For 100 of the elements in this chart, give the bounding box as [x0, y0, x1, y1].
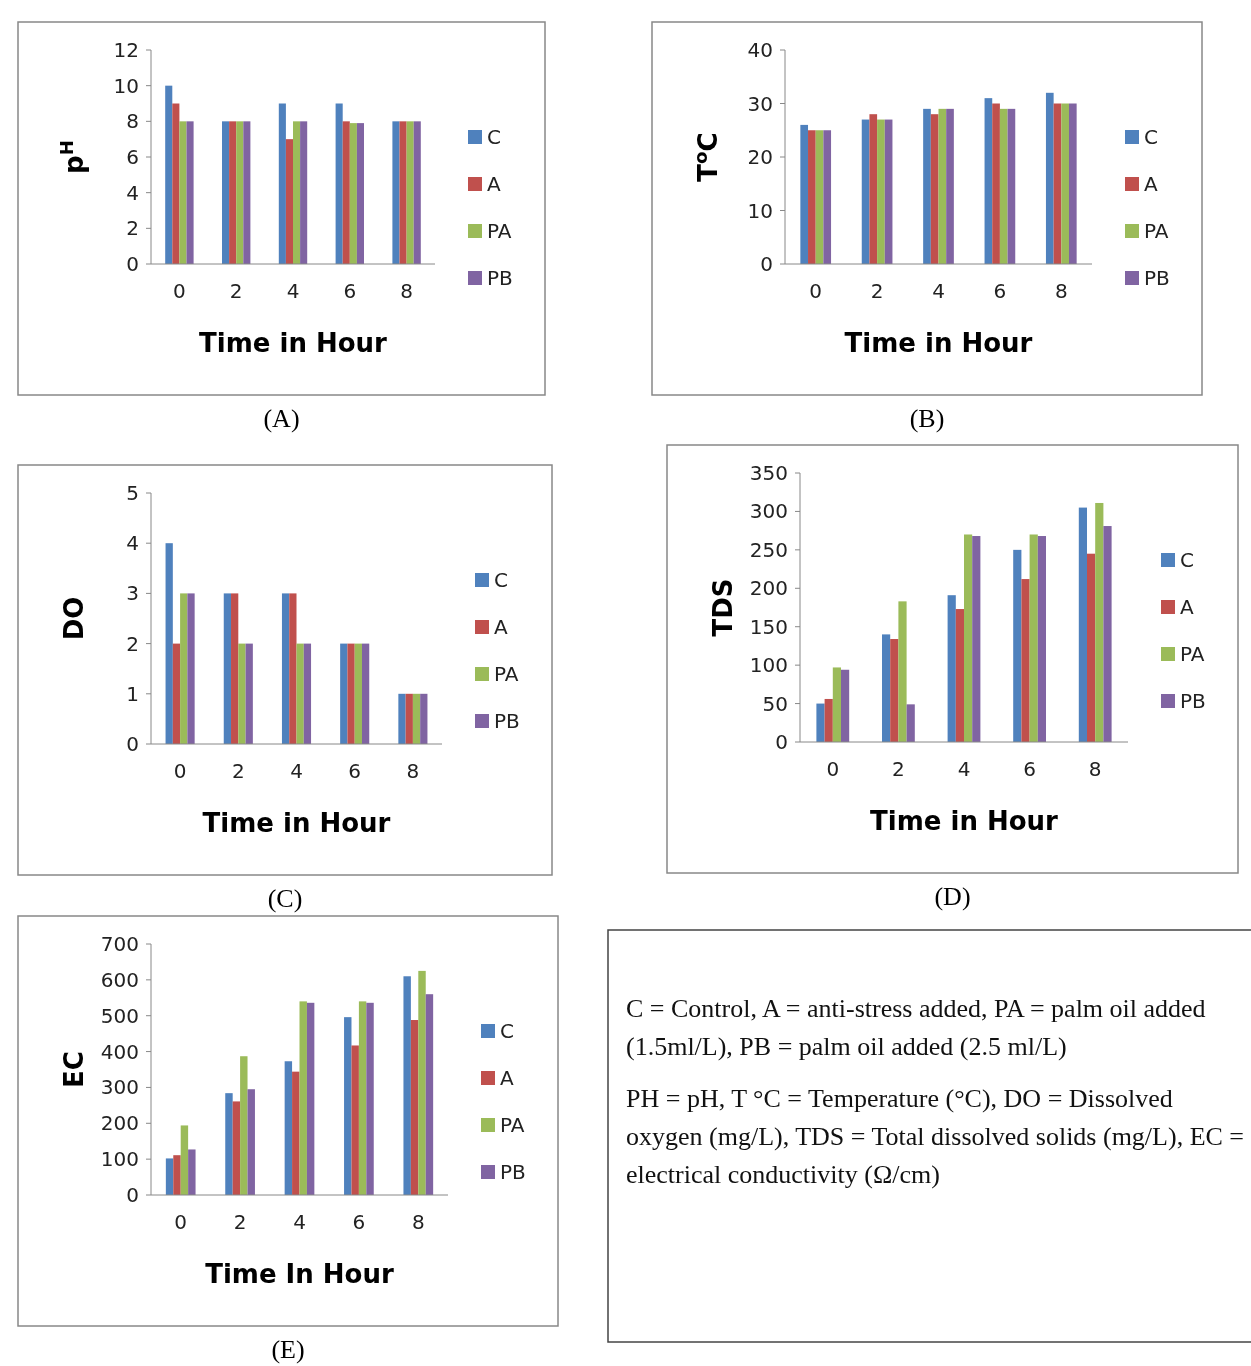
bar — [412, 693, 421, 744]
bar — [999, 108, 1008, 264]
legend-label: C — [1180, 548, 1194, 572]
y-tick-label: 6 — [126, 145, 139, 169]
bar — [425, 994, 434, 1195]
y-tick-label: 200 — [749, 576, 788, 601]
text: (D) — [934, 882, 971, 911]
bar — [285, 139, 293, 264]
y-tick-label: 0 — [126, 1183, 139, 1207]
x-tick-label: 2 — [229, 279, 243, 303]
legend-label: PB — [494, 709, 520, 733]
y-tick-label: 600 — [100, 967, 139, 992]
x-tick-label: 6 — [343, 279, 357, 303]
legend-label: A — [494, 615, 508, 639]
bar — [172, 643, 181, 744]
bar — [179, 121, 187, 264]
y-axis-title: EC — [59, 1051, 89, 1088]
bar — [245, 643, 253, 744]
bar — [898, 601, 907, 742]
x-axis-title: Time in Hour — [202, 808, 391, 838]
bar — [236, 121, 244, 264]
x-tick-label: 0 — [826, 757, 840, 781]
bar — [1037, 536, 1046, 742]
x-tick-label: 8 — [400, 279, 413, 303]
bar — [800, 124, 809, 264]
x-tick-label: 0 — [174, 1210, 188, 1234]
bar — [890, 639, 899, 742]
bar — [187, 593, 195, 744]
bar — [884, 119, 893, 264]
bar — [398, 693, 406, 744]
x-tick-label: 2 — [231, 759, 245, 783]
bar — [172, 103, 180, 264]
bar — [405, 693, 413, 744]
legend-label: C — [494, 568, 508, 592]
y-tick-label: 3 — [126, 581, 139, 606]
bar — [342, 121, 350, 264]
legend-label: PB — [1144, 266, 1170, 290]
text: C = Control, A = anti-stress added, PA = palm oil added (1.5ml/L), PB = palm oil added (2.5 ml/L) — [626, 993, 1207, 1063]
bar — [410, 1020, 419, 1195]
legend-label: PA — [1180, 642, 1205, 666]
bar — [300, 121, 308, 264]
x-axis-title: Time In Hour — [205, 1259, 394, 1289]
bar — [165, 1158, 174, 1195]
bar — [229, 121, 237, 264]
bar — [225, 1093, 233, 1195]
legend-label: PB — [1180, 689, 1206, 713]
y-tick-label: 500 — [100, 1003, 139, 1028]
x-tick-label: 8 — [1054, 279, 1068, 303]
y-tick-label: 0 — [760, 252, 773, 276]
x-tick-label: 6 — [1023, 757, 1036, 781]
bar — [361, 643, 370, 744]
y-tick-label: 100 — [100, 1147, 139, 1172]
y-tick-label: 100 — [749, 653, 788, 678]
bar — [403, 976, 411, 1195]
y-tick-label: 0 — [775, 730, 788, 754]
bar — [351, 1045, 359, 1195]
bar — [247, 1089, 255, 1195]
x-tick-label: 6 — [348, 759, 362, 783]
bar — [877, 119, 885, 264]
bar — [186, 121, 194, 264]
legend-label: PA — [500, 1113, 525, 1137]
y-tick-label: 400 — [100, 1039, 139, 1064]
bar — [947, 595, 956, 742]
y-tick-label: 300 — [749, 499, 788, 524]
bar — [930, 114, 939, 264]
legend-label: A — [500, 1066, 514, 1090]
bar — [356, 123, 364, 264]
legend-label: A — [487, 172, 501, 196]
bar — [1078, 507, 1087, 742]
bar — [1021, 579, 1030, 742]
bar — [347, 643, 355, 744]
bar — [882, 634, 891, 742]
bar — [344, 1017, 352, 1195]
bar — [222, 121, 230, 264]
y-tick-label: 10 — [113, 73, 139, 98]
bar — [188, 1149, 196, 1195]
x-axis-title: Time in Hour — [199, 328, 388, 358]
bar — [938, 108, 947, 264]
x-tick-label: 2 — [870, 279, 884, 303]
bar — [992, 103, 1000, 264]
bar — [1068, 103, 1077, 264]
bar — [418, 970, 426, 1195]
bar — [354, 643, 362, 744]
y-tick-label: 200 — [100, 1111, 139, 1136]
bar — [231, 593, 239, 744]
legend-label: C — [1144, 125, 1158, 149]
x-tick-label: 4 — [957, 757, 971, 781]
x-tick-label: 4 — [293, 1210, 306, 1234]
y-tick-label: 20 — [747, 145, 773, 169]
bar — [964, 534, 973, 742]
legend-label: PA — [494, 662, 519, 686]
x-tick-label: 8 — [411, 1210, 425, 1234]
bar — [366, 1002, 374, 1195]
bar — [303, 643, 312, 744]
y-tick-label: 150 — [749, 614, 788, 639]
y-tick-label: 1 — [126, 681, 139, 706]
bar — [406, 121, 414, 264]
bar — [869, 114, 878, 264]
bar — [824, 698, 833, 742]
bar — [358, 1001, 367, 1195]
